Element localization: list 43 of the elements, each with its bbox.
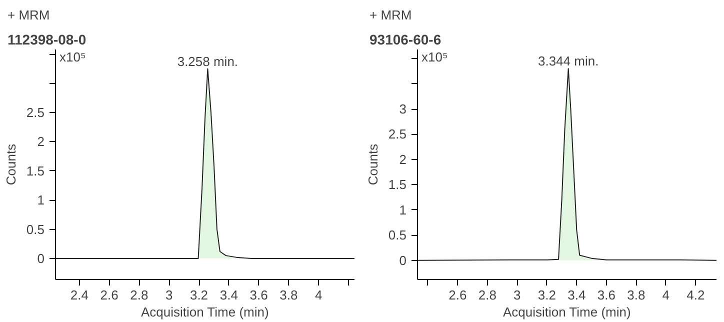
y-tick-label: 2.5	[388, 126, 407, 142]
text: + MRM	[370, 8, 412, 22]
annotation: x10⁵	[60, 50, 86, 64]
x-tick-label: 3.8	[627, 288, 646, 302]
y-tick-label: 0	[37, 250, 45, 266]
y-tick-label: 1	[399, 202, 407, 218]
y-axis-title: Counts	[365, 143, 380, 186]
x-tick-label: 3.8	[280, 288, 298, 302]
y-tick-label: 0.5	[26, 222, 45, 237]
text: + MRM	[8, 8, 50, 22]
y-tick-label: 2	[399, 152, 407, 167]
x-tick-label: 4.2	[686, 288, 705, 302]
x-tick-label: 3.2	[190, 288, 208, 302]
x-tick-label: 2.6	[448, 288, 467, 302]
x-tick-label: 3.6	[250, 288, 268, 302]
y-tick-label: 0	[399, 252, 407, 268]
annotation: x10⁵	[422, 50, 448, 64]
x-tick-label: 2.8	[130, 288, 148, 302]
x-tick-label: 4	[662, 288, 670, 302]
y-tick-label: 1.5	[388, 177, 407, 192]
x-tick-label: 3	[514, 288, 521, 302]
y-tick-label: 2	[37, 134, 45, 150]
y-tick-label: 2.5	[26, 105, 45, 120]
chart-title: 112398-08-0	[8, 32, 86, 48]
y-axis-title: Counts	[3, 143, 18, 186]
annotation: 3.258 min.	[177, 54, 238, 69]
x-tick-label: 3.6	[597, 288, 616, 302]
x-axis-title: Acquisition Time (min)	[502, 304, 631, 320]
x-tick-label: 2.8	[478, 288, 496, 302]
y-tick-label: 1.5	[26, 163, 45, 178]
chart-title: 93106-60-6	[370, 32, 442, 48]
x-tick-label: 2.6	[100, 288, 118, 302]
x-tick-label: 3.4	[220, 288, 238, 302]
x-axis-title: Acquisition Time (min)	[140, 304, 269, 320]
y-tick-label: 1	[37, 192, 45, 208]
x-tick-label: 4	[315, 288, 322, 302]
y-tick-label: 3	[399, 102, 407, 117]
x-tick-label: 3	[166, 288, 173, 302]
y-tick-label: 0.5	[388, 228, 407, 243]
annotation: 3.344 min.	[538, 54, 599, 69]
x-tick-label: 3.2	[538, 288, 556, 302]
x-tick-label: 3.4	[568, 288, 586, 302]
x-tick-label: 2.4	[70, 288, 88, 302]
